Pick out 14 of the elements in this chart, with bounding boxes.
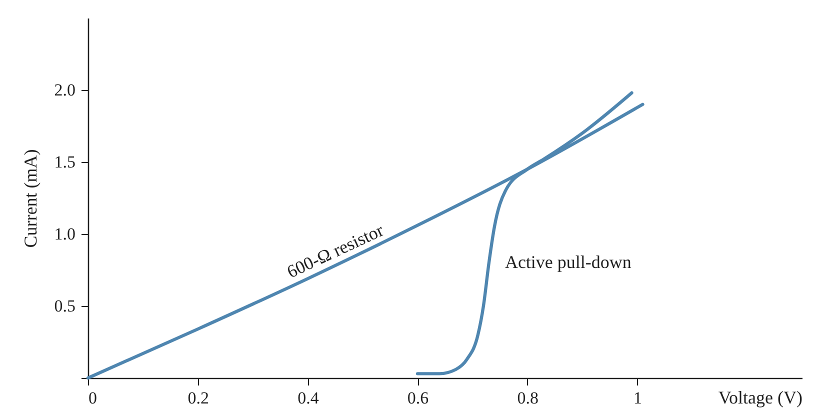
y-tick-label: 1.5 xyxy=(54,152,76,172)
x-tick-label: 0.6 xyxy=(407,388,429,408)
y-axis-title: Current (mA) xyxy=(20,149,40,248)
x-tick-label: 0.2 xyxy=(188,388,209,408)
series-label: Active pull-down xyxy=(504,252,632,272)
text: 600-Ω resistor xyxy=(284,220,386,282)
y-tick-label: 0.5 xyxy=(54,296,76,316)
x-tick-label: 0 xyxy=(88,388,97,408)
x-tick-label: 0.4 xyxy=(298,388,320,408)
y-tick-label: 1.0 xyxy=(54,224,76,244)
x-tick-label: 0.8 xyxy=(517,388,539,408)
x-axis-title: Voltage (V) xyxy=(718,388,802,408)
y-tick-label: 2.0 xyxy=(54,80,76,100)
x-tick-label: 1 xyxy=(633,388,642,408)
